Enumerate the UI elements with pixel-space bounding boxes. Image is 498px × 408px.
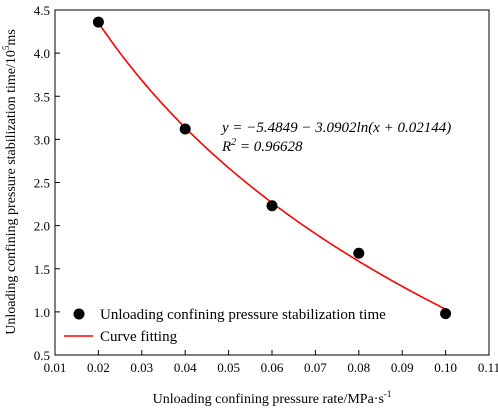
y-tick-label: 3.5: [34, 89, 50, 104]
y-tick-label: 3.0: [34, 132, 50, 147]
x-axis: 0.01 0.02 0.03 0.04 0.05 0.06 0.07 0.08 0.09 0.10…: [44, 350, 498, 375]
legend-label-fit: Curve fitting: [100, 329, 178, 345]
fit-equation: y = −5.4849 − 3.0902ln(x + 0.02144): [220, 120, 451, 136]
data-point: [92, 16, 104, 28]
x-tick-label: 0.04: [174, 360, 197, 375]
y-tick-label: 1.0: [34, 305, 50, 320]
r-squared-label: R2 = 0.96628: [221, 137, 303, 155]
y-tick-label: 4.0: [34, 46, 50, 61]
x-tick-label: 0.09: [391, 360, 414, 375]
y-axis: 0.5 1.0 1.5 2.0 2.5 3.0 3.5 4.0 4.5: [34, 3, 60, 363]
legend-marker-scatter: [73, 308, 85, 320]
x-tick-label: 0.07: [304, 360, 327, 375]
x-tick-label: 0.03: [130, 360, 153, 375]
scatter-points: [92, 16, 452, 320]
x-tick-label: 0.01: [44, 360, 67, 375]
x-tick-label: 0.06: [261, 360, 284, 375]
x-tick-label: 0.08: [347, 360, 370, 375]
x-tick-label: 0.05: [217, 360, 240, 375]
fit-curve: [97, 22, 446, 310]
x-tick-label: 0.11: [478, 360, 498, 375]
y-axis-label: Unloading confining pressure stabilizati…: [1, 29, 19, 334]
legend: Unloading confining pressure stabilizati…: [64, 307, 386, 345]
y-tick-label: 0.5: [34, 348, 50, 363]
y-tick-label: 4.5: [34, 3, 50, 18]
y-tick-label: 2.5: [34, 176, 50, 191]
x-tick-label: 0.02: [87, 360, 110, 375]
legend-label-scatter: Unloading confining pressure stabilizati…: [100, 307, 386, 323]
plot-area-frame: [54, 9, 490, 356]
data-point: [179, 123, 191, 135]
y-tick-label: 1.5: [34, 262, 50, 277]
x-tick-label: 0.10: [434, 360, 457, 375]
y-tick-label: 2.0: [34, 219, 50, 234]
data-point: [440, 308, 452, 320]
data-point: [353, 247, 365, 259]
data-point: [266, 200, 278, 212]
x-axis-label: Unloading confining pressure rate/MPa·s-…: [153, 389, 392, 407]
